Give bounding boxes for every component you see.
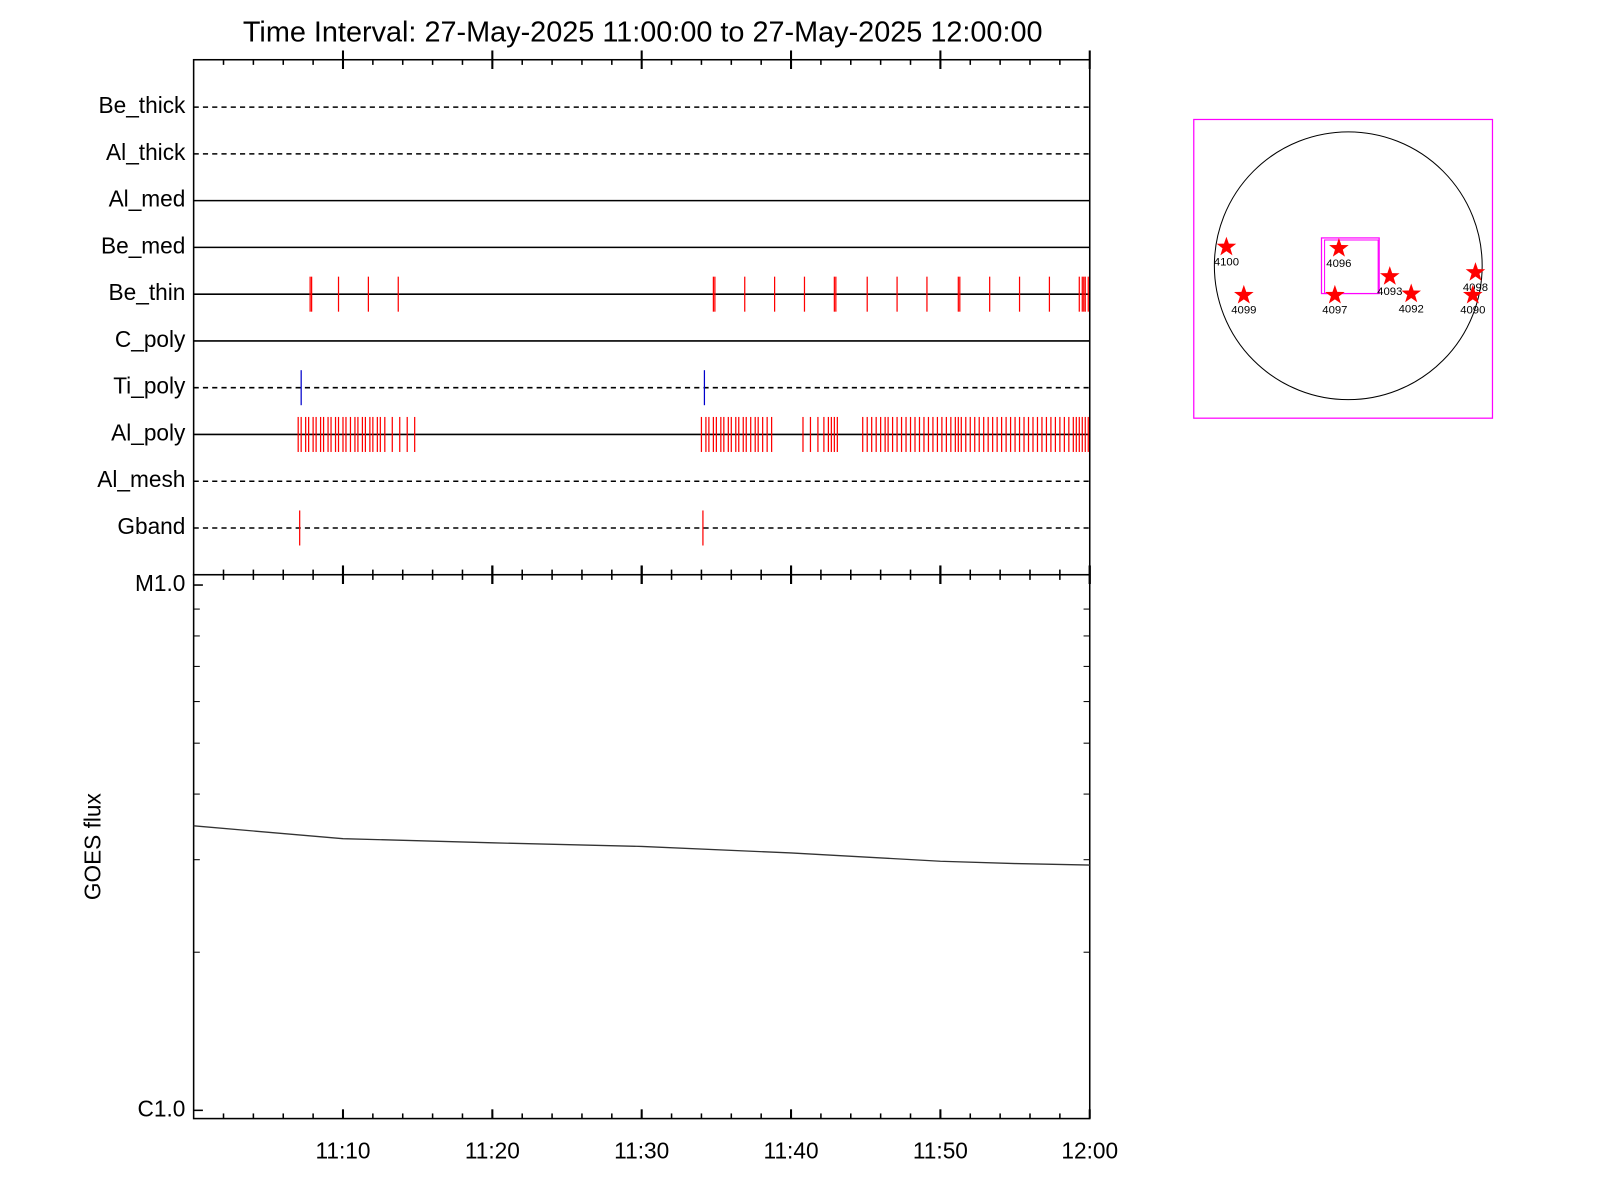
row-label: Be_thin bbox=[109, 279, 186, 305]
y-tick-label: C1.0 bbox=[138, 1095, 186, 1121]
x-tick-label: 12:00 bbox=[1061, 1138, 1118, 1164]
figure: Time Interval: 27-May-2025 11:00:00 to 2… bbox=[80, 17, 1494, 1164]
row-label: Be_thick bbox=[98, 92, 186, 118]
region-star bbox=[1329, 238, 1349, 257]
map-frame bbox=[1193, 118, 1494, 419]
x-tick-label: 11:20 bbox=[465, 1138, 520, 1164]
region-star bbox=[1379, 266, 1400, 285]
row-label: Ti_poly bbox=[113, 373, 186, 399]
region-star bbox=[1325, 284, 1345, 304]
solar-disk bbox=[1213, 131, 1483, 401]
region-label: 4092 bbox=[1399, 303, 1424, 315]
row-label: Be_med bbox=[101, 232, 185, 258]
x-tick-label: 11:40 bbox=[764, 1138, 819, 1164]
region-label: 4097 bbox=[1322, 305, 1347, 317]
region-star bbox=[1401, 283, 1421, 303]
row-label: Al_med bbox=[109, 186, 186, 212]
region-star bbox=[1234, 284, 1254, 304]
region-label: 4093 bbox=[1377, 286, 1402, 298]
region-star bbox=[1216, 236, 1237, 256]
y-axis-label: GOES flux bbox=[80, 792, 106, 900]
chart-title: Time Interval: 27-May-2025 11:00:00 to 2… bbox=[243, 17, 1043, 49]
region-label: 4100 bbox=[1214, 256, 1239, 268]
x-tick-label: 11:30 bbox=[614, 1138, 669, 1164]
row-label: Al_thick bbox=[106, 139, 186, 165]
region-label: 4099 bbox=[1231, 305, 1256, 317]
row-label: C_poly bbox=[115, 326, 186, 352]
flux-line bbox=[193, 825, 1090, 866]
row-label: Gband bbox=[117, 513, 185, 539]
region-label: 4090 bbox=[1460, 305, 1485, 317]
y-tick-label: M1.0 bbox=[135, 570, 185, 596]
region-star bbox=[1463, 284, 1483, 304]
row-label: Al_mesh bbox=[97, 466, 185, 492]
region-star bbox=[1465, 262, 1486, 281]
fov-box bbox=[1324, 239, 1379, 295]
row-label: Al_poly bbox=[111, 419, 186, 445]
x-tick-label: 11:10 bbox=[315, 1138, 370, 1164]
region-label: 4098 bbox=[1463, 282, 1488, 294]
x-tick-label: 11:50 bbox=[913, 1138, 968, 1164]
region-label: 4096 bbox=[1326, 258, 1351, 270]
